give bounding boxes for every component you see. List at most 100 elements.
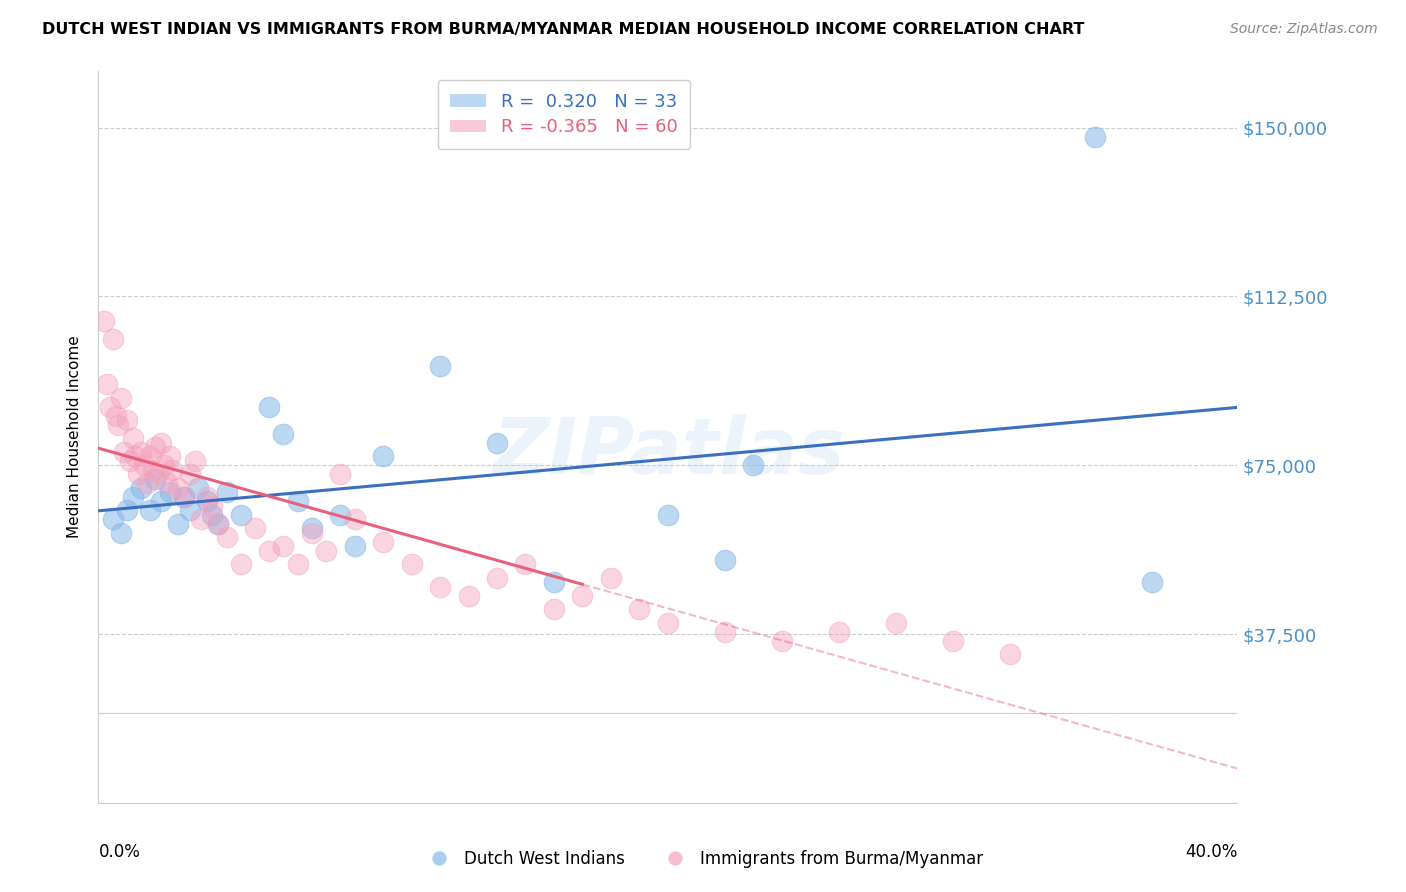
Text: ZIPatlas: ZIPatlas: [492, 414, 844, 490]
Point: [150, 435, 173, 450]
Point: [153, 458, 176, 473]
Point: [828, 624, 851, 639]
Point: [273, 426, 295, 441]
Point: [1140, 575, 1163, 590]
Point: [543, 575, 565, 590]
Point: [138, 503, 160, 517]
Point: [714, 624, 737, 639]
Point: [195, 490, 218, 504]
Point: [110, 525, 132, 540]
Point: [145, 472, 167, 486]
Point: [714, 553, 737, 567]
Point: [329, 467, 352, 482]
Point: [201, 499, 224, 513]
Point: [132, 458, 155, 473]
Point: [201, 508, 224, 522]
Point: [104, 409, 127, 423]
Point: [287, 558, 309, 572]
Point: [148, 467, 170, 482]
Point: [115, 413, 138, 427]
Point: [187, 481, 209, 495]
Point: [112, 444, 135, 458]
Point: [115, 503, 138, 517]
Point: [301, 521, 323, 535]
Point: [145, 440, 167, 454]
Point: [101, 512, 124, 526]
Point: [118, 453, 141, 467]
Point: [101, 332, 124, 346]
Point: [486, 435, 509, 450]
Point: [121, 490, 143, 504]
Point: [156, 476, 179, 491]
Text: DUTCH WEST INDIAN VS IMMIGRANTS FROM BURMA/MYANMAR MEDIAN HOUSEHOLD INCOME CORRE: DUTCH WEST INDIAN VS IMMIGRANTS FROM BUR…: [42, 22, 1084, 37]
Point: [215, 485, 238, 500]
Point: [657, 615, 679, 630]
Text: 40.0%: 40.0%: [1185, 843, 1237, 861]
Point: [162, 463, 184, 477]
Legend: R =  0.320   N = 33, R = -0.365   N = 60: R = 0.320 N = 33, R = -0.365 N = 60: [437, 80, 690, 149]
Point: [98, 400, 121, 414]
Point: [195, 494, 218, 508]
Point: [93, 314, 115, 328]
Point: [207, 516, 229, 531]
Point: [167, 481, 190, 495]
Point: [329, 508, 352, 522]
Point: [373, 449, 395, 463]
Point: [179, 467, 201, 482]
Point: [129, 444, 152, 458]
Point: [628, 602, 651, 616]
Point: [159, 485, 181, 500]
Point: [96, 377, 118, 392]
Point: [401, 558, 423, 572]
Point: [287, 494, 309, 508]
Point: [243, 521, 266, 535]
Point: [273, 539, 295, 553]
Point: [301, 525, 323, 540]
Point: [138, 449, 160, 463]
Point: [215, 530, 238, 544]
Legend: Dutch West Indians, Immigrants from Burma/Myanmar: Dutch West Indians, Immigrants from Burm…: [416, 844, 990, 875]
Point: [184, 453, 207, 467]
Point: [373, 534, 395, 549]
Point: [135, 476, 157, 491]
Point: [742, 458, 765, 473]
Point: [173, 490, 195, 504]
Point: [571, 589, 593, 603]
Point: [1084, 129, 1107, 144]
Point: [167, 516, 190, 531]
Point: [486, 571, 509, 585]
Point: [942, 633, 965, 648]
Point: [173, 490, 195, 504]
Point: [159, 449, 181, 463]
Point: [259, 400, 281, 414]
Point: [770, 633, 793, 648]
Point: [884, 615, 907, 630]
Point: [229, 508, 252, 522]
Point: [150, 494, 173, 508]
Point: [229, 558, 252, 572]
Point: [343, 539, 366, 553]
Point: [124, 449, 146, 463]
Point: [127, 467, 149, 482]
Point: [657, 508, 679, 522]
Point: [515, 558, 537, 572]
Point: [600, 571, 623, 585]
Point: [429, 359, 451, 374]
Point: [110, 391, 132, 405]
Point: [129, 481, 152, 495]
Point: [429, 580, 451, 594]
Point: [141, 463, 163, 477]
Point: [107, 417, 129, 432]
Point: [998, 647, 1021, 661]
Point: [190, 512, 212, 526]
Point: [121, 431, 143, 445]
Point: [343, 512, 366, 526]
Y-axis label: Median Household Income: Median Household Income: [67, 335, 83, 539]
Point: [543, 602, 565, 616]
Text: Source: ZipAtlas.com: Source: ZipAtlas.com: [1230, 22, 1378, 37]
Point: [259, 543, 281, 558]
Point: [457, 589, 479, 603]
Point: [179, 503, 201, 517]
Point: [207, 516, 229, 531]
Point: [315, 543, 337, 558]
